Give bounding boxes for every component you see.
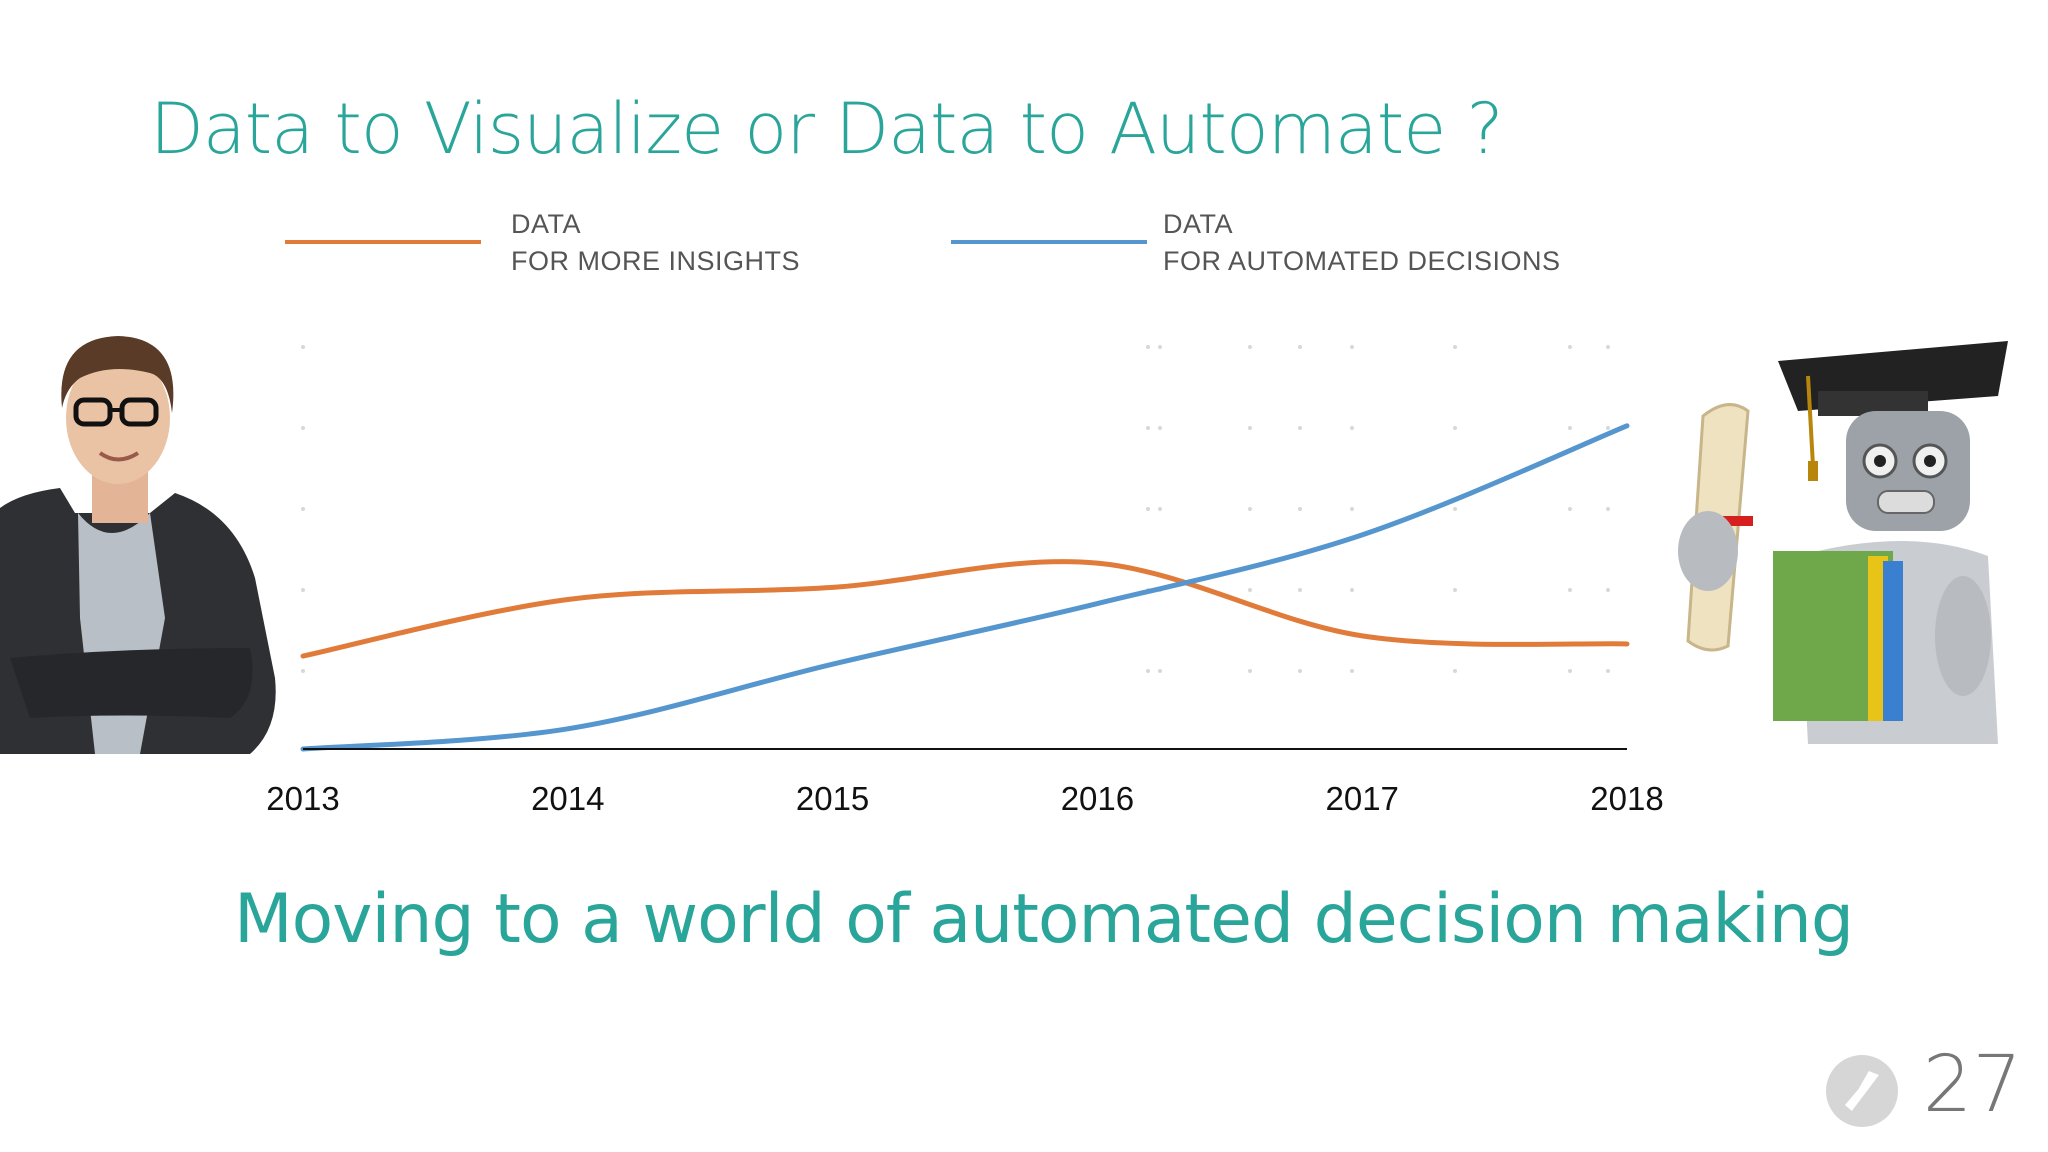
grid-dot bbox=[1158, 669, 1162, 673]
series-line-automated-decisions bbox=[300, 423, 1630, 752]
grid-dot bbox=[1568, 426, 1572, 430]
grid-dot bbox=[1248, 669, 1252, 673]
grid-dot bbox=[1453, 669, 1457, 673]
slide-title: Data to Visualize or Data to Automate ? bbox=[150, 88, 1504, 170]
grid-dot bbox=[1453, 507, 1457, 511]
grid-dot bbox=[1350, 507, 1354, 511]
legend-label-insights-line1: DATA bbox=[511, 209, 582, 239]
robot-graduate-image bbox=[1678, 341, 2008, 744]
legend-label-automated-line1: DATA bbox=[1163, 209, 1234, 239]
grid-dot bbox=[301, 669, 305, 673]
grid-dot bbox=[1146, 426, 1150, 430]
grid-dot bbox=[1298, 426, 1302, 430]
grid-dot bbox=[1606, 669, 1610, 673]
grid-dot bbox=[1146, 345, 1150, 349]
grid-dot bbox=[1568, 507, 1572, 511]
slide-subtitle: Moving to a world of automated decision … bbox=[234, 880, 1854, 959]
legend-label-insights-line2: FOR MORE INSIGHTS bbox=[511, 246, 801, 276]
x-tick-label: 2017 bbox=[1325, 780, 1398, 817]
grid-dot bbox=[1298, 507, 1302, 511]
page-number: 27 bbox=[1922, 1040, 2022, 1130]
grid-dot bbox=[1568, 345, 1572, 349]
grid-dot bbox=[1298, 588, 1302, 592]
grid-dot bbox=[1350, 345, 1354, 349]
grid-dot bbox=[301, 345, 305, 349]
grid-dot bbox=[1158, 507, 1162, 511]
grid-dot bbox=[1248, 507, 1252, 511]
chart-grid bbox=[301, 345, 1610, 673]
grid-dot bbox=[1606, 588, 1610, 592]
x-tick-label: 2013 bbox=[266, 780, 339, 817]
legend-label-automated: DATA FOR AUTOMATED DECISIONS bbox=[1163, 206, 1561, 280]
bird-logo-icon bbox=[1826, 1055, 1898, 1127]
series-line-insights bbox=[300, 559, 1630, 659]
grid-dot bbox=[1146, 507, 1150, 511]
legend-label-insights: DATA FOR MORE INSIGHTS bbox=[511, 206, 800, 280]
grid-dot bbox=[1606, 345, 1610, 349]
legend-label-automated-line2: FOR AUTOMATED DECISIONS bbox=[1163, 246, 1561, 276]
grid-dot bbox=[1248, 426, 1252, 430]
grid-dot bbox=[1350, 669, 1354, 673]
x-tick-label: 2014 bbox=[531, 780, 604, 817]
grid-dot bbox=[1350, 588, 1354, 592]
grid-dot bbox=[1568, 669, 1572, 673]
grid-dot bbox=[301, 588, 305, 592]
grid-dot bbox=[1298, 345, 1302, 349]
grid-dot bbox=[1158, 345, 1162, 349]
grid-dot bbox=[1158, 426, 1162, 430]
grid-dot bbox=[1350, 426, 1354, 430]
grid-dot bbox=[1606, 426, 1610, 430]
grid-dot bbox=[1248, 588, 1252, 592]
x-tick-label: 2018 bbox=[1590, 780, 1663, 817]
x-axis-ticks: 2013 2014 2015 2016 2017 2018 bbox=[266, 780, 1663, 817]
grid-dot bbox=[1298, 669, 1302, 673]
grid-dot bbox=[301, 507, 305, 511]
grid-dot bbox=[1453, 588, 1457, 592]
legend-swatch-automated bbox=[951, 240, 1147, 244]
grid-dot bbox=[1453, 345, 1457, 349]
x-tick-label: 2015 bbox=[796, 780, 869, 817]
grid-dot bbox=[1606, 507, 1610, 511]
grid-dot bbox=[301, 426, 305, 430]
grid-dot bbox=[1146, 669, 1150, 673]
x-tick-label: 2016 bbox=[1061, 780, 1134, 817]
person-photo bbox=[0, 336, 276, 754]
chart-series bbox=[300, 423, 1630, 752]
legend-swatch-insights bbox=[285, 240, 481, 244]
grid-dot bbox=[1568, 588, 1572, 592]
grid-dot bbox=[1453, 426, 1457, 430]
grid-dot bbox=[1248, 345, 1252, 349]
